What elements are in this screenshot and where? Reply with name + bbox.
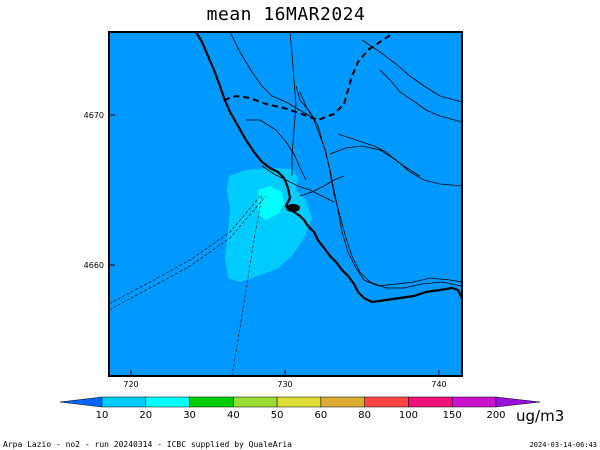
footer-timestamp: 2024-03-14-06:43 — [529, 441, 597, 449]
route-line-3 — [231, 195, 263, 376]
colorbar-label: 100 — [399, 410, 418, 421]
boundary-line-3 — [246, 119, 307, 181]
river-line-2 — [299, 91, 462, 289]
boundary-line-9 — [299, 175, 345, 197]
colorbar-segment — [145, 396, 190, 408]
boundary-line-5 — [329, 145, 462, 187]
boundary-line-2 — [289, 32, 297, 176]
map-title: mean 16MAR2024 — [206, 4, 366, 25]
units-label: ug/m3 — [516, 407, 565, 425]
colorbar-label: 30 — [183, 410, 196, 421]
y-tick-label: 4670 — [84, 111, 104, 120]
plume-area-level2 — [258, 186, 284, 220]
colorbar-label: 80 — [358, 410, 371, 421]
boundary-line-8 — [261, 165, 335, 203]
river-line — [295, 85, 462, 287]
colorbar-high-arrow — [495, 396, 541, 408]
route-line-2 — [109, 195, 267, 311]
colorbar-label: 20 — [139, 410, 152, 421]
colorbar-segment — [101, 396, 147, 408]
colorbar-segment — [451, 396, 497, 408]
colorbar-segment — [408, 396, 453, 408]
colorbar-segment — [276, 396, 322, 408]
x-tick-label: 720 — [123, 380, 138, 389]
colorbar-segment — [320, 396, 365, 408]
colorbar-segment — [189, 396, 234, 408]
coastline — [195, 32, 462, 304]
boundary-line — [229, 32, 311, 117]
regional-border-dashed — [223, 33, 393, 122]
colorbar-label: 200 — [486, 410, 505, 421]
colorbar-segment — [364, 396, 409, 408]
colorbar: 10 20 30 40 50 60 80 100 150 200 — [59, 396, 541, 421]
colorbar-label: 60 — [315, 410, 328, 421]
coastal-lake — [286, 204, 300, 212]
boundary-line-6 — [361, 39, 462, 103]
colorbar-low-arrow — [59, 396, 103, 408]
colorbar-label: 10 — [96, 410, 109, 421]
colorbar-label: 50 — [271, 410, 284, 421]
x-tick-label: 740 — [431, 380, 446, 389]
colorbar-label: 150 — [443, 410, 462, 421]
route-line-1 — [109, 193, 263, 305]
x-tick-label: 730 — [277, 380, 292, 389]
boundary-line-4 — [337, 133, 421, 177]
footer-credits: Arpa Lazio - no2 - run 20240314 - ICBC s… — [3, 440, 292, 449]
colorbar-segment — [233, 396, 278, 408]
y-tick-label: 4660 — [84, 261, 104, 270]
colorbar-label: 40 — [227, 410, 240, 421]
boundary-line-7 — [379, 69, 462, 123]
